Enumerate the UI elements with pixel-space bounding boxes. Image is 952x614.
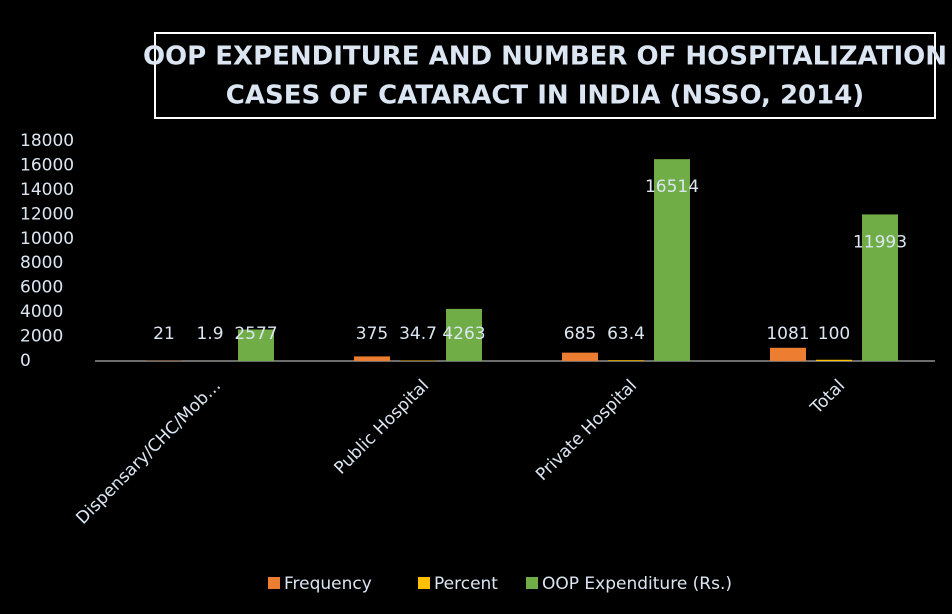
data-label: 685: [564, 324, 596, 344]
y-tick-label: 0: [20, 351, 31, 371]
bar: [654, 159, 690, 361]
legend-label: Frequency: [284, 574, 372, 594]
data-label: 16514: [645, 177, 699, 197]
bar: [238, 329, 274, 361]
y-tick-label: 12000: [20, 204, 74, 224]
legend-label: OOP Expenditure (Rs.): [542, 574, 732, 594]
data-label: 4263: [442, 324, 485, 344]
y-tick-label: 6000: [20, 278, 63, 298]
legend-label: Percent: [434, 574, 498, 594]
bar: [816, 359, 852, 361]
data-label: 1081: [766, 324, 809, 344]
bar: [446, 308, 482, 361]
data-label: 63.4: [607, 324, 645, 344]
y-tick-label: 18000: [20, 131, 74, 151]
bar: [354, 356, 390, 361]
bar: [770, 347, 806, 361]
y-tick-label: 2000: [20, 327, 63, 347]
y-tick-label: 14000: [20, 180, 74, 200]
data-label: 21: [153, 324, 175, 344]
data-label: 100: [818, 324, 850, 344]
bar: [562, 352, 598, 361]
legend-swatch: [418, 577, 430, 589]
bar: [862, 214, 898, 361]
data-label: 1.9: [196, 324, 223, 344]
data-label: 11993: [853, 232, 907, 252]
bar: [608, 360, 644, 361]
chart-title: OOP EXPENDITURE AND NUMBER OF HOSPITALIZ…: [143, 42, 947, 72]
legend-swatch: [526, 577, 538, 589]
title-box: [154, 32, 936, 119]
chart-title: CASES OF CATARACT IN INDIA (NSSO, 2014): [226, 81, 864, 111]
y-tick-label: 4000: [20, 302, 63, 322]
y-tick-label: 10000: [20, 229, 74, 249]
y-tick-label: 8000: [20, 253, 63, 273]
y-tick-label: 16000: [20, 155, 74, 175]
data-label: 34.7: [399, 324, 437, 344]
data-label: 2577: [234, 324, 277, 344]
legend-swatch: [268, 577, 280, 589]
data-label: 375: [356, 324, 388, 344]
